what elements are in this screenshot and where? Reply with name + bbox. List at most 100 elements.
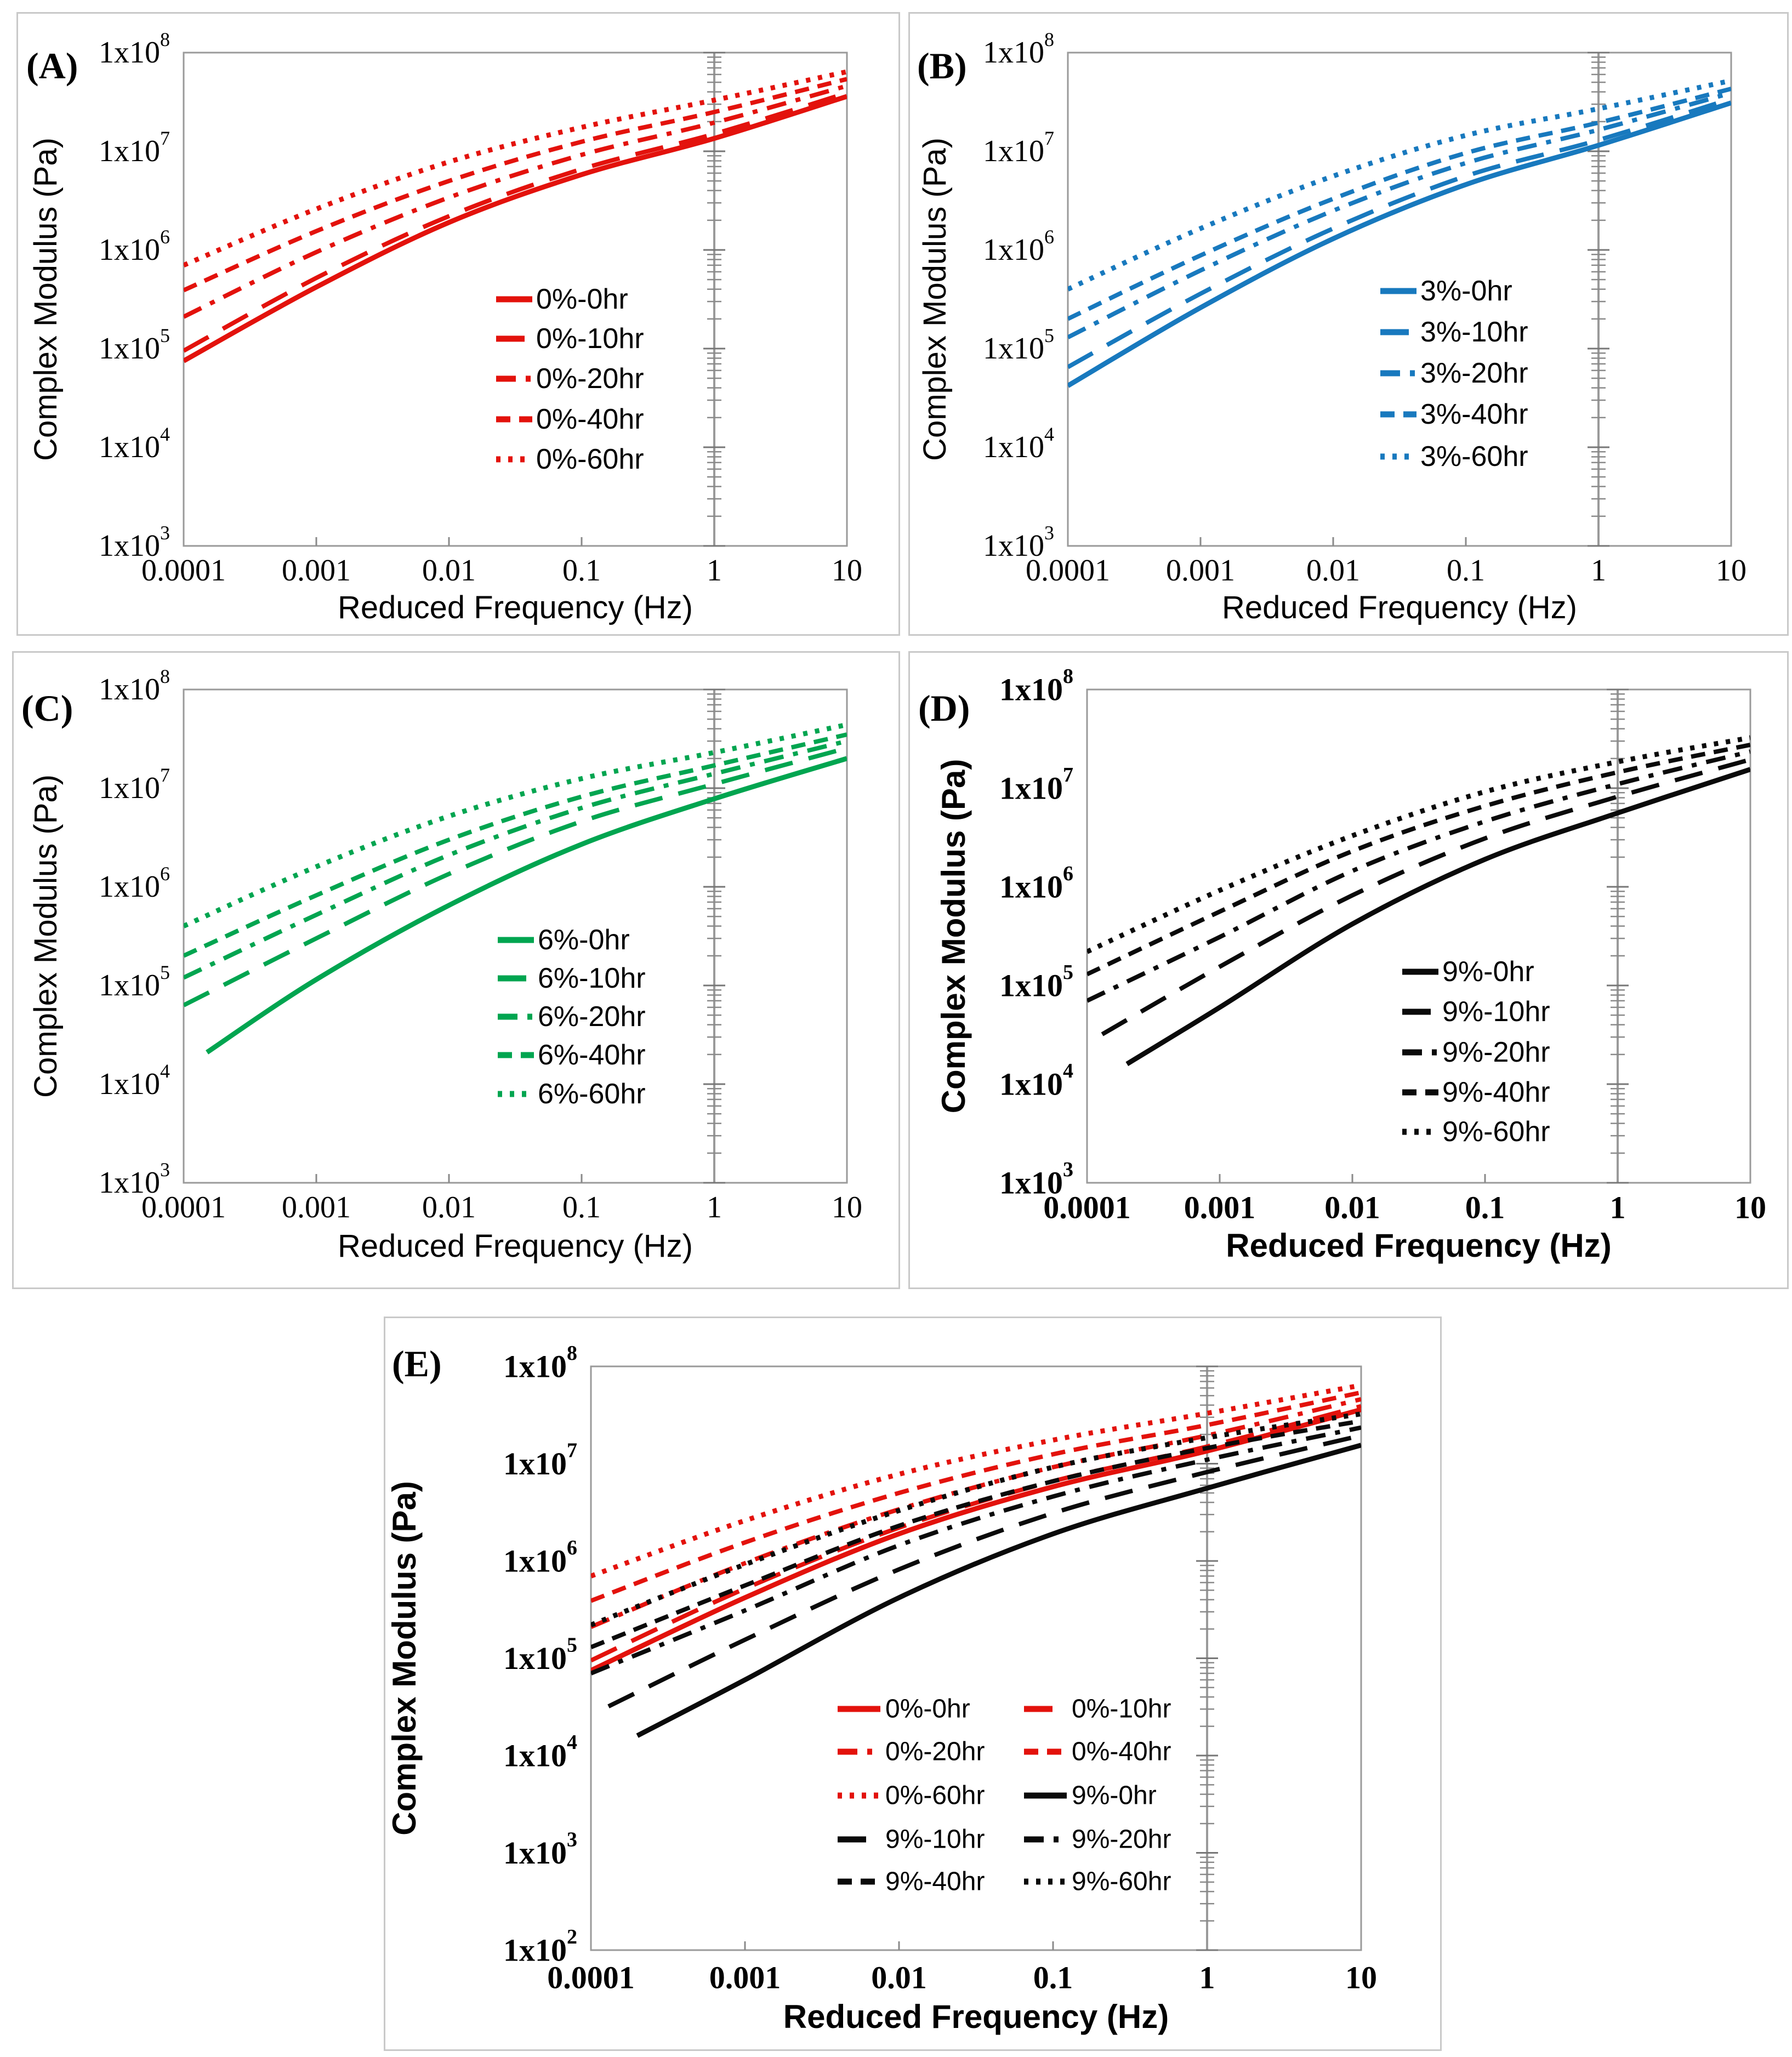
legend-label-6%-0hr: 6%-0hr <box>538 924 630 956</box>
x-tick-0.001: 0.001 <box>282 554 351 588</box>
legend-label-6%-40hr: 6%-40hr <box>538 1039 646 1071</box>
plot-border <box>183 52 848 547</box>
x-axis-tick-labels: 0.0001 0.001 0.01 0.1 1 10 <box>547 1960 1377 1996</box>
series-curve-0%-60hr <box>184 69 847 268</box>
y-tick-1x10e6: 1x106 <box>503 1536 577 1579</box>
x-tick-0.01: 0.01 <box>871 1960 927 1996</box>
legend-label-0%-0hr: 0%-0hr <box>885 1695 970 1724</box>
x-tick-0.1: 0.1 <box>1033 1960 1073 1996</box>
reference-line-x1 <box>1607 688 1629 1184</box>
x-tick-0.1: 0.1 <box>1465 1190 1505 1226</box>
y-tick-1x10e8: 1x108 <box>99 29 170 70</box>
series-curve-3%-60hr <box>1068 78 1731 292</box>
series-curve-0%-20hr <box>184 83 847 319</box>
x-axis-tick-labels: 0.0001 0.001 0.01 0.1 1 10 <box>141 1190 862 1224</box>
panel-e: 1x108 1x107 1x106 1x105 1x104 1x103 1x102 0.000… <box>384 1317 1442 2051</box>
series-curve-9%-20hr <box>1087 749 1750 1003</box>
x-tick-10: 10 <box>1734 1190 1766 1226</box>
y-tick-1x10e6: 1x106 <box>983 226 1054 267</box>
y-tick-1x10e4: 1x104 <box>503 1731 577 1774</box>
legend-label-3%-10hr: 3%-10hr <box>1420 316 1528 348</box>
series-curve-9%-10hr <box>607 1433 1361 1708</box>
legend-label-0%-10hr: 0%-10hr <box>1072 1695 1171 1724</box>
x-tick-0.0001: 0.0001 <box>1043 1190 1131 1226</box>
y-tick-1x10e8: 1x108 <box>503 1342 577 1384</box>
series-curve-9%-40hr <box>1087 742 1750 977</box>
y-tick-1x10e4: 1x104 <box>999 1059 1073 1102</box>
y-tick-1x10e3: 1x103 <box>999 1158 1073 1201</box>
series-curve-9%-10hr <box>1101 757 1750 1036</box>
series-curve-0%-10hr <box>184 90 847 353</box>
series-curve-6%-40hr <box>184 732 847 958</box>
x-tick-0.1: 0.1 <box>562 554 601 588</box>
y-tick-1x10e5: 1x105 <box>99 961 170 1002</box>
y-axis-tick-labels: 1x108 1x107 1x106 1x105 1x104 1x103 <box>999 665 1073 1201</box>
x-tick-0.001: 0.001 <box>709 1960 781 1996</box>
reference-line-x1 <box>1588 52 1609 547</box>
legend-label-0%-20hr: 0%-20hr <box>885 1737 985 1767</box>
legend-label-9%-10hr: 9%-10hr <box>885 1825 985 1854</box>
series-curve-0%-60hr <box>591 1382 1361 1579</box>
x-axis-title: Reduced Frequency (Hz) <box>338 590 693 625</box>
x-axis-title: Reduced Frequency (Hz) <box>338 1228 693 1264</box>
y-tick-1x10e3: 1x103 <box>503 1828 577 1871</box>
y-tick-1x10e7: 1x107 <box>999 763 1073 806</box>
y-tick-1x10e4: 1x104 <box>983 423 1054 464</box>
series-curve-9%-20hr <box>591 1425 1361 1676</box>
series-curve-6%-10hr <box>184 745 847 1007</box>
legend-label-9%-0hr: 9%-0hr <box>1072 1781 1157 1810</box>
legend-label-9%-40hr: 9%-40hr <box>885 1867 985 1896</box>
y-tick-1x10e5: 1x105 <box>99 324 170 366</box>
legend-label-3%-0hr: 3%-0hr <box>1420 275 1512 307</box>
legend-label-9%-60hr: 9%-60hr <box>1072 1867 1171 1896</box>
series-curve-0%-20hr <box>591 1397 1361 1629</box>
y-tick-1x10e2: 1x102 <box>503 1925 577 1968</box>
y-axis-tick-labels: 1x108 1x107 1x106 1x105 1x104 1x103 <box>99 665 170 1200</box>
legend: 0%-0hr 0%-10hr 0%-20hr 0%-40hr 0%-60hr 9%-0hr… <box>838 1695 1171 1896</box>
panel-letter-d: (D) <box>918 687 970 729</box>
x-axis-ticks <box>744 1941 1208 1950</box>
panel-d: 1x108 1x107 1x106 1x105 1x104 1x103 0.0001 0.00… <box>908 651 1789 1289</box>
x-axis-title: Reduced Frequency (Hz) <box>783 1998 1169 2035</box>
legend-label-6%-10hr: 6%-10hr <box>538 962 646 994</box>
y-tick-1x10e6: 1x106 <box>99 863 170 904</box>
x-tick-1: 1 <box>1610 1190 1626 1226</box>
series-curve-6%-60hr <box>184 722 847 928</box>
series-curve-3%-0hr <box>1068 100 1731 388</box>
y-tick-1x10e3: 1x103 <box>983 522 1054 563</box>
y-tick-1x10e6: 1x106 <box>99 226 170 267</box>
legend-label-0%-20hr: 0%-20hr <box>536 363 644 395</box>
series-curve-6%-20hr <box>184 739 847 980</box>
legend-label-0%-0hr: 0%-0hr <box>536 283 628 315</box>
series-curve-0%-10hr <box>591 1404 1361 1663</box>
legend-label-9%-40hr: 9%-40hr <box>1442 1076 1550 1108</box>
series-curves <box>591 1382 1361 1738</box>
y-axis-tick-labels: 1x108 1x107 1x106 1x105 1x104 1x103 <box>983 29 1054 563</box>
y-tick-1x10e6: 1x106 <box>999 862 1073 905</box>
x-tick-0.0001: 0.0001 <box>141 1190 226 1224</box>
series-curve-3%-40hr <box>1068 87 1731 321</box>
series-curve-9%-60hr <box>1087 735 1750 954</box>
x-tick-1: 1 <box>707 1190 722 1224</box>
legend-label-0%-40hr: 0%-40hr <box>536 403 644 435</box>
y-tick-1x10e7: 1x107 <box>503 1439 577 1482</box>
panel-a: 1x108 1x107 1x106 1x105 1x104 1x103 0.0001 0.00… <box>16 12 900 636</box>
x-tick-0.01: 0.01 <box>422 1190 476 1224</box>
x-tick-1: 1 <box>1591 554 1606 588</box>
reference-line-x1 <box>1196 1365 1218 1951</box>
y-tick-1x10e4: 1x104 <box>99 1060 170 1101</box>
x-tick-0.0001: 0.0001 <box>141 554 226 588</box>
panel-letter-a: (A) <box>26 45 78 87</box>
series-curves <box>184 69 847 363</box>
y-axis-title: Complex Modulus (Pa) <box>386 1481 423 1836</box>
reference-line-x1 <box>703 688 725 1184</box>
y-tick-1x10e4: 1x104 <box>99 423 170 464</box>
plot-border <box>1067 52 1732 547</box>
x-tick-0.01: 0.01 <box>1306 554 1360 588</box>
y-axis-title: Complex Modulus (Pa) <box>917 138 953 461</box>
series-curve-0%-0hr <box>591 1407 1361 1673</box>
reference-line-x1 <box>703 52 725 547</box>
